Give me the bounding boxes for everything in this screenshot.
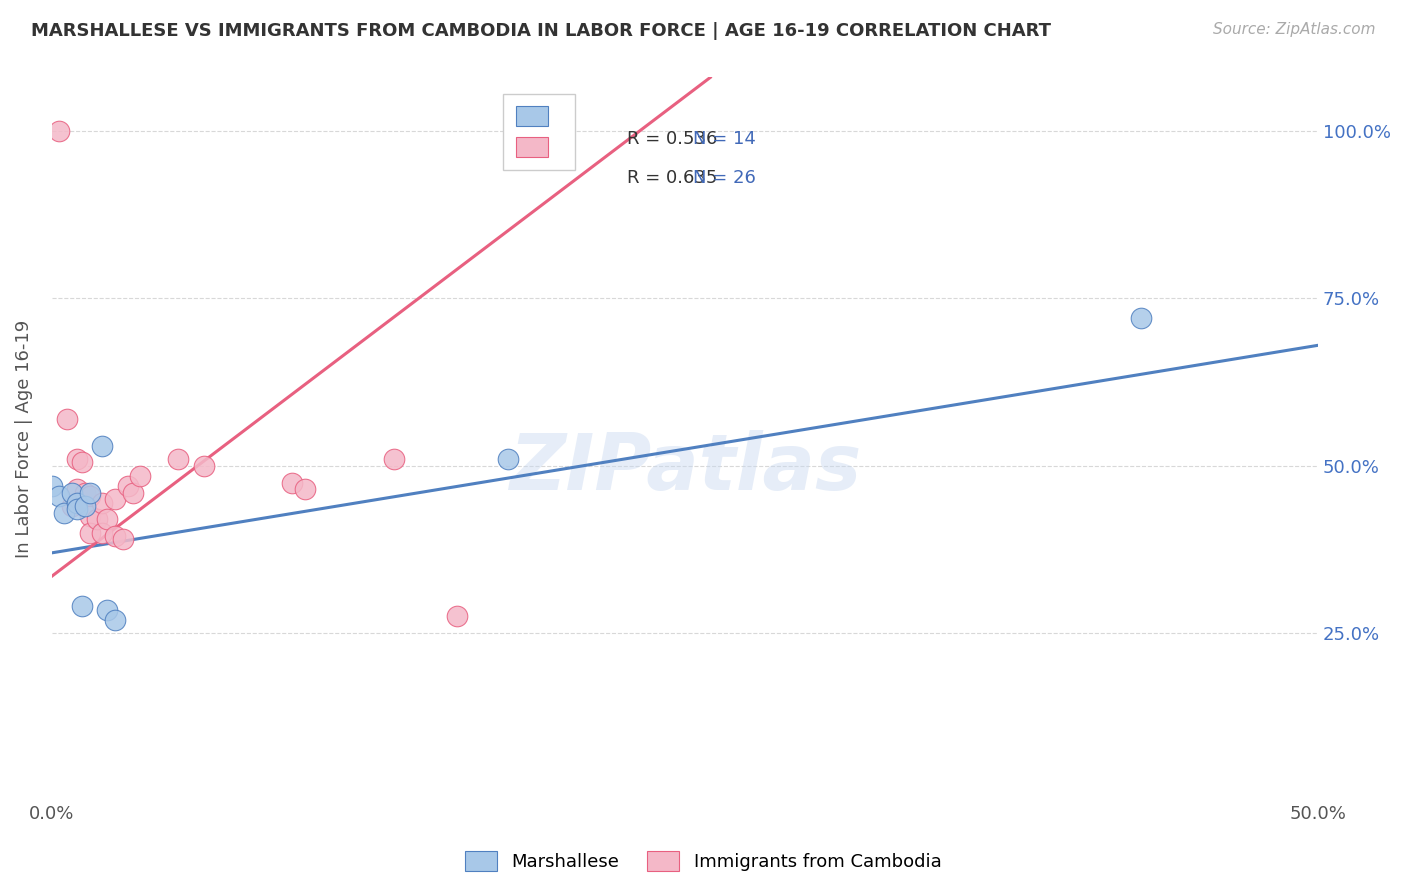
Point [60,499,83,513]
Text: R = 0.635: R = 0.635 [627,169,717,187]
Text: ZIPatlas: ZIPatlas [509,430,860,506]
Point [96,603,118,617]
Point [48,124,70,138]
Point [66,482,89,496]
Point [117,479,139,493]
Point [96,512,118,526]
Point [446,609,468,624]
Point [91,439,114,453]
Point [56,412,79,426]
Legend: Marshallese, Immigrants from Cambodia: Marshallese, Immigrants from Cambodia [457,844,949,879]
Point [104,492,127,507]
Point [73,499,96,513]
Point [91,525,114,540]
Point [496,452,519,467]
Point [104,529,127,543]
Legend: , : , [503,94,575,169]
Point [79,525,101,540]
Point [121,485,143,500]
Point [73,485,96,500]
Point [66,502,89,516]
Point [66,452,89,467]
Point [86,512,108,526]
Point [70,599,93,614]
Point [41,479,63,493]
Point [66,496,89,510]
Point [1129,311,1152,326]
Point [193,458,215,473]
Point [294,482,316,496]
Point [91,496,114,510]
Point [129,468,152,483]
Point [53,506,76,520]
Point [382,452,405,467]
Text: MARSHALLESE VS IMMIGRANTS FROM CAMBODIA IN LABOR FORCE | AGE 16-19 CORRELATION C: MARSHALLESE VS IMMIGRANTS FROM CAMBODIA … [31,22,1050,40]
Point [111,533,134,547]
Point [48,489,70,503]
Text: R = 0.536: R = 0.536 [627,130,717,148]
Point [60,485,83,500]
Point [79,509,101,524]
Text: N = 26: N = 26 [693,169,755,187]
Point [281,475,304,490]
Point [104,613,127,627]
Point [70,455,93,469]
Text: N = 14: N = 14 [693,130,755,148]
Point [167,452,190,467]
Y-axis label: In Labor Force | Age 16-19: In Labor Force | Age 16-19 [15,320,32,558]
Text: Source: ZipAtlas.com: Source: ZipAtlas.com [1212,22,1375,37]
Point [79,489,101,503]
Point [79,485,101,500]
